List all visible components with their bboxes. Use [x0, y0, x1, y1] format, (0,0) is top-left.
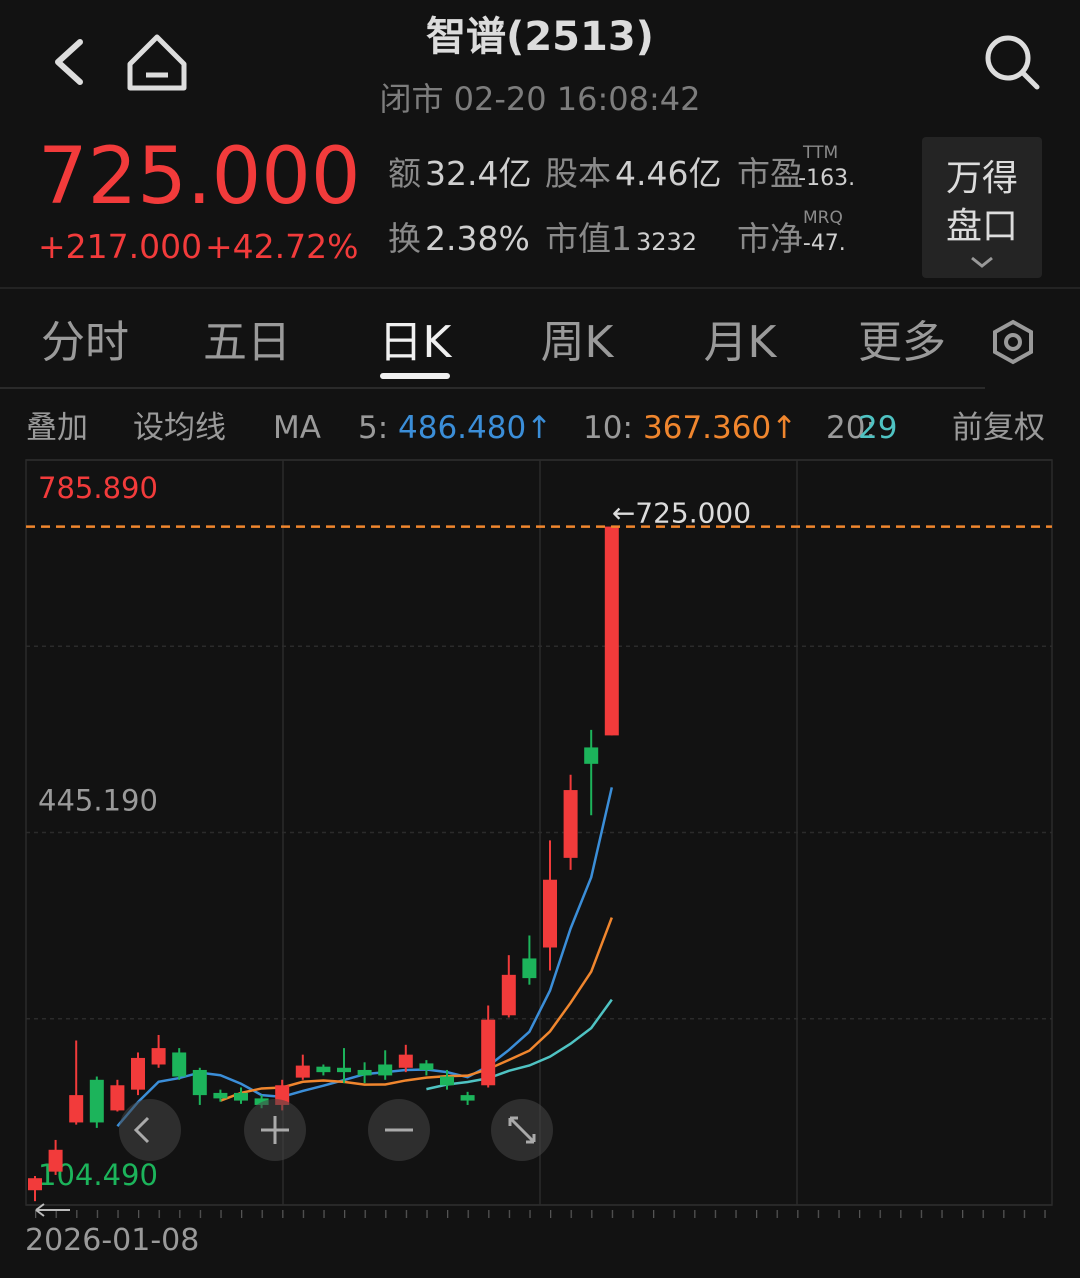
last-price: 725.000: [38, 132, 361, 222]
expand-button[interactable]: [491, 1099, 553, 1161]
stat-label: 市值1: [545, 219, 632, 258]
candle-body: [254, 1098, 269, 1105]
scroll-left-button[interactable]: [119, 1099, 181, 1161]
y-tick-label: 445.190: [38, 784, 158, 818]
toolbar-item[interactable]: 叠加: [26, 410, 88, 446]
tab[interactable]: 更多: [858, 317, 946, 368]
stat-value: 2.38%: [425, 219, 530, 258]
candle-body: [89, 1079, 104, 1123]
zoom-in-button[interactable]: [244, 1099, 306, 1161]
candle-body: [378, 1064, 393, 1076]
toolbar-item[interactable]: 前复权: [952, 410, 1045, 446]
candle-body: [110, 1085, 125, 1111]
candle-body: [28, 1178, 42, 1191]
candle-body: [131, 1057, 145, 1090]
search-button[interactable]: [985, 35, 1040, 90]
ma-name: 10:: [583, 410, 633, 446]
stat-tag: MRQ: [803, 208, 843, 228]
stat-label: 股本: [545, 154, 611, 193]
candle-body: [501, 974, 516, 1016]
candle-body: [48, 1149, 63, 1172]
panel-button[interactable]: [922, 137, 1042, 278]
panel-button-label[interactable]: 万得: [946, 158, 1018, 199]
chart-controls: [119, 1099, 553, 1161]
scroll-arrow: [35, 1203, 70, 1217]
candle-body: [357, 1069, 372, 1076]
stat-value: -163.: [798, 166, 855, 191]
stat: 额 32.4亿: [388, 154, 531, 193]
candle-body: [604, 526, 619, 736]
market-status: 闭市 02-20 16:08:42: [379, 80, 700, 118]
candle-body: [419, 1063, 434, 1070]
ma-value: 367.360↑: [643, 410, 797, 446]
candle-body: [481, 1019, 496, 1086]
price-change-pct: +42.72%: [205, 227, 358, 266]
panel-button-label[interactable]: 盘口: [946, 206, 1018, 247]
stat-label: 换: [388, 219, 421, 258]
candle-body: [69, 1095, 84, 1123]
price-change: +217.000: [38, 227, 202, 266]
ma-value: 29: [858, 410, 897, 446]
ma-line: [426, 998, 613, 1091]
back-button[interactable]: [55, 39, 83, 85]
stat: 市盈TTM -163.: [737, 143, 855, 193]
toolbar-item[interactable]: MA: [273, 410, 321, 446]
ma-name: 5:: [358, 410, 388, 446]
chevron: [971, 256, 993, 268]
candle-body: [295, 1065, 310, 1078]
title: 智谱(2513): [426, 14, 654, 60]
ma-name: 20:: [826, 410, 876, 446]
stat-value: 4.46亿: [615, 154, 721, 193]
stat: 市净MRQ -47.: [737, 208, 846, 258]
x-tick-label: 2026-01-08: [25, 1223, 199, 1258]
stat-tag: TTM: [802, 143, 838, 163]
candle-body: [563, 790, 578, 858]
tab[interactable]: 月K: [704, 317, 778, 368]
tab[interactable]: 日K: [379, 317, 453, 368]
candle-body: [522, 958, 537, 979]
stat: 市值1 3232: [545, 219, 697, 258]
y-tick-label: 785.890: [38, 471, 158, 505]
toolbar-item[interactable]: 设均线: [133, 410, 226, 446]
tab[interactable]: 分时: [41, 317, 129, 368]
period-tabs: 分时 五日 日K 周K 月K 更多: [41, 317, 946, 379]
quote-stats: 额 32.4亿 股本 4.46亿 市盈TTM -163. 换 2.38% 市值1 3232 市净MR…: [388, 143, 855, 258]
ma-value: 486.480↑: [398, 410, 552, 446]
candle-body: [337, 1067, 351, 1073]
candle-body: [213, 1092, 228, 1099]
tab[interactable]: 周K: [541, 317, 615, 368]
zoom-out-button[interactable]: [368, 1099, 430, 1161]
stat-value: 32.4亿: [425, 154, 531, 193]
last-price-label: ←725.000: [612, 497, 751, 530]
candle-body: [543, 879, 557, 948]
home-button[interactable]: [127, 34, 187, 91]
candle-body: [172, 1052, 187, 1077]
stat: 换 2.38%: [388, 219, 530, 258]
tab-indicator: [380, 373, 450, 379]
candle-body: [234, 1092, 248, 1101]
stat-label: 市盈: [737, 154, 803, 193]
stat: 股本 4.46亿: [545, 154, 721, 193]
candle-body: [316, 1066, 331, 1073]
candle-body: [151, 1048, 166, 1065]
candle-body: [440, 1076, 454, 1086]
settings-button[interactable]: [993, 319, 1033, 365]
candle-body: [398, 1054, 413, 1068]
ma-legend: 5: 486.480↑ 10: 367.360↑ 20:29: [358, 410, 897, 446]
stat-label: 额: [388, 154, 421, 193]
candle-body: [192, 1069, 207, 1096]
tab[interactable]: 五日: [203, 317, 291, 368]
stat-value: 3232: [636, 228, 697, 256]
stat-value: -47.: [803, 231, 846, 256]
candle-body: [584, 747, 599, 764]
x-axis-ticks: [26, 1205, 1052, 1225]
candle-body: [460, 1095, 475, 1101]
stat-label: 市净: [737, 219, 803, 258]
